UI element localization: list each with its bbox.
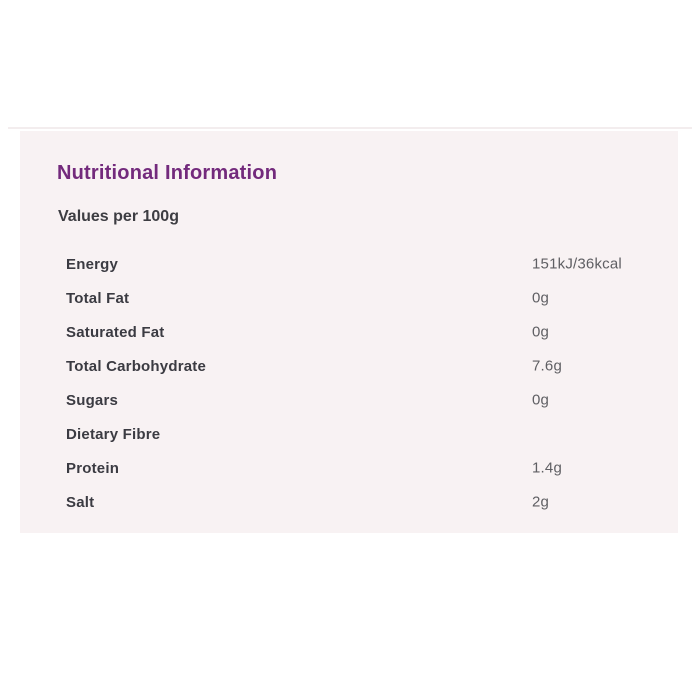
nutrient-label: Dietary Fibre xyxy=(66,425,161,443)
nutrition-row: Salt 2g xyxy=(20,485,678,519)
nutrition-row: Total Fat 0g xyxy=(20,281,678,315)
nutrient-label: Total Carbohydrate xyxy=(66,357,207,375)
nutrition-panel-title: Nutritional Information xyxy=(57,162,278,184)
nutrient-value: 7.6g xyxy=(532,357,562,375)
nutrient-value: 151kJ/36kcal xyxy=(532,255,622,273)
nutrition-row: Sugars 0g xyxy=(20,383,678,417)
nutrition-rows: Energy 151kJ/36kcal Total Fat 0g Saturated F… xyxy=(20,247,678,519)
section-divider xyxy=(8,127,692,129)
nutrient-label: Salt xyxy=(66,493,95,511)
nutrient-value: 2g xyxy=(532,493,550,511)
nutrient-label: Protein xyxy=(66,459,120,477)
nutrient-label: Energy xyxy=(66,255,119,273)
nutrient-label: Sugars xyxy=(66,391,119,409)
nutrition-row: Energy 151kJ/36kcal xyxy=(20,247,678,281)
nutrient-label: Saturated Fat xyxy=(66,323,165,341)
serving-basis-note: Values per 100g xyxy=(58,208,179,225)
nutrient-value: 0g xyxy=(532,289,550,307)
nutrition-row: Total Carbohydrate 7.6g xyxy=(20,349,678,383)
nutrient-value: 0g xyxy=(532,323,550,341)
nutrient-value: 1.4g xyxy=(532,459,562,477)
nutrition-row: Saturated Fat 0g xyxy=(20,315,678,349)
nutrient-value: 0g xyxy=(532,391,550,409)
nutrition-row: Dietary Fibre xyxy=(20,417,678,451)
nutrition-row: Protein 1.4g xyxy=(20,451,678,485)
nutrient-label: Total Fat xyxy=(66,289,130,307)
nutrition-panel: Nutritional Information Values per 100g … xyxy=(20,131,678,533)
